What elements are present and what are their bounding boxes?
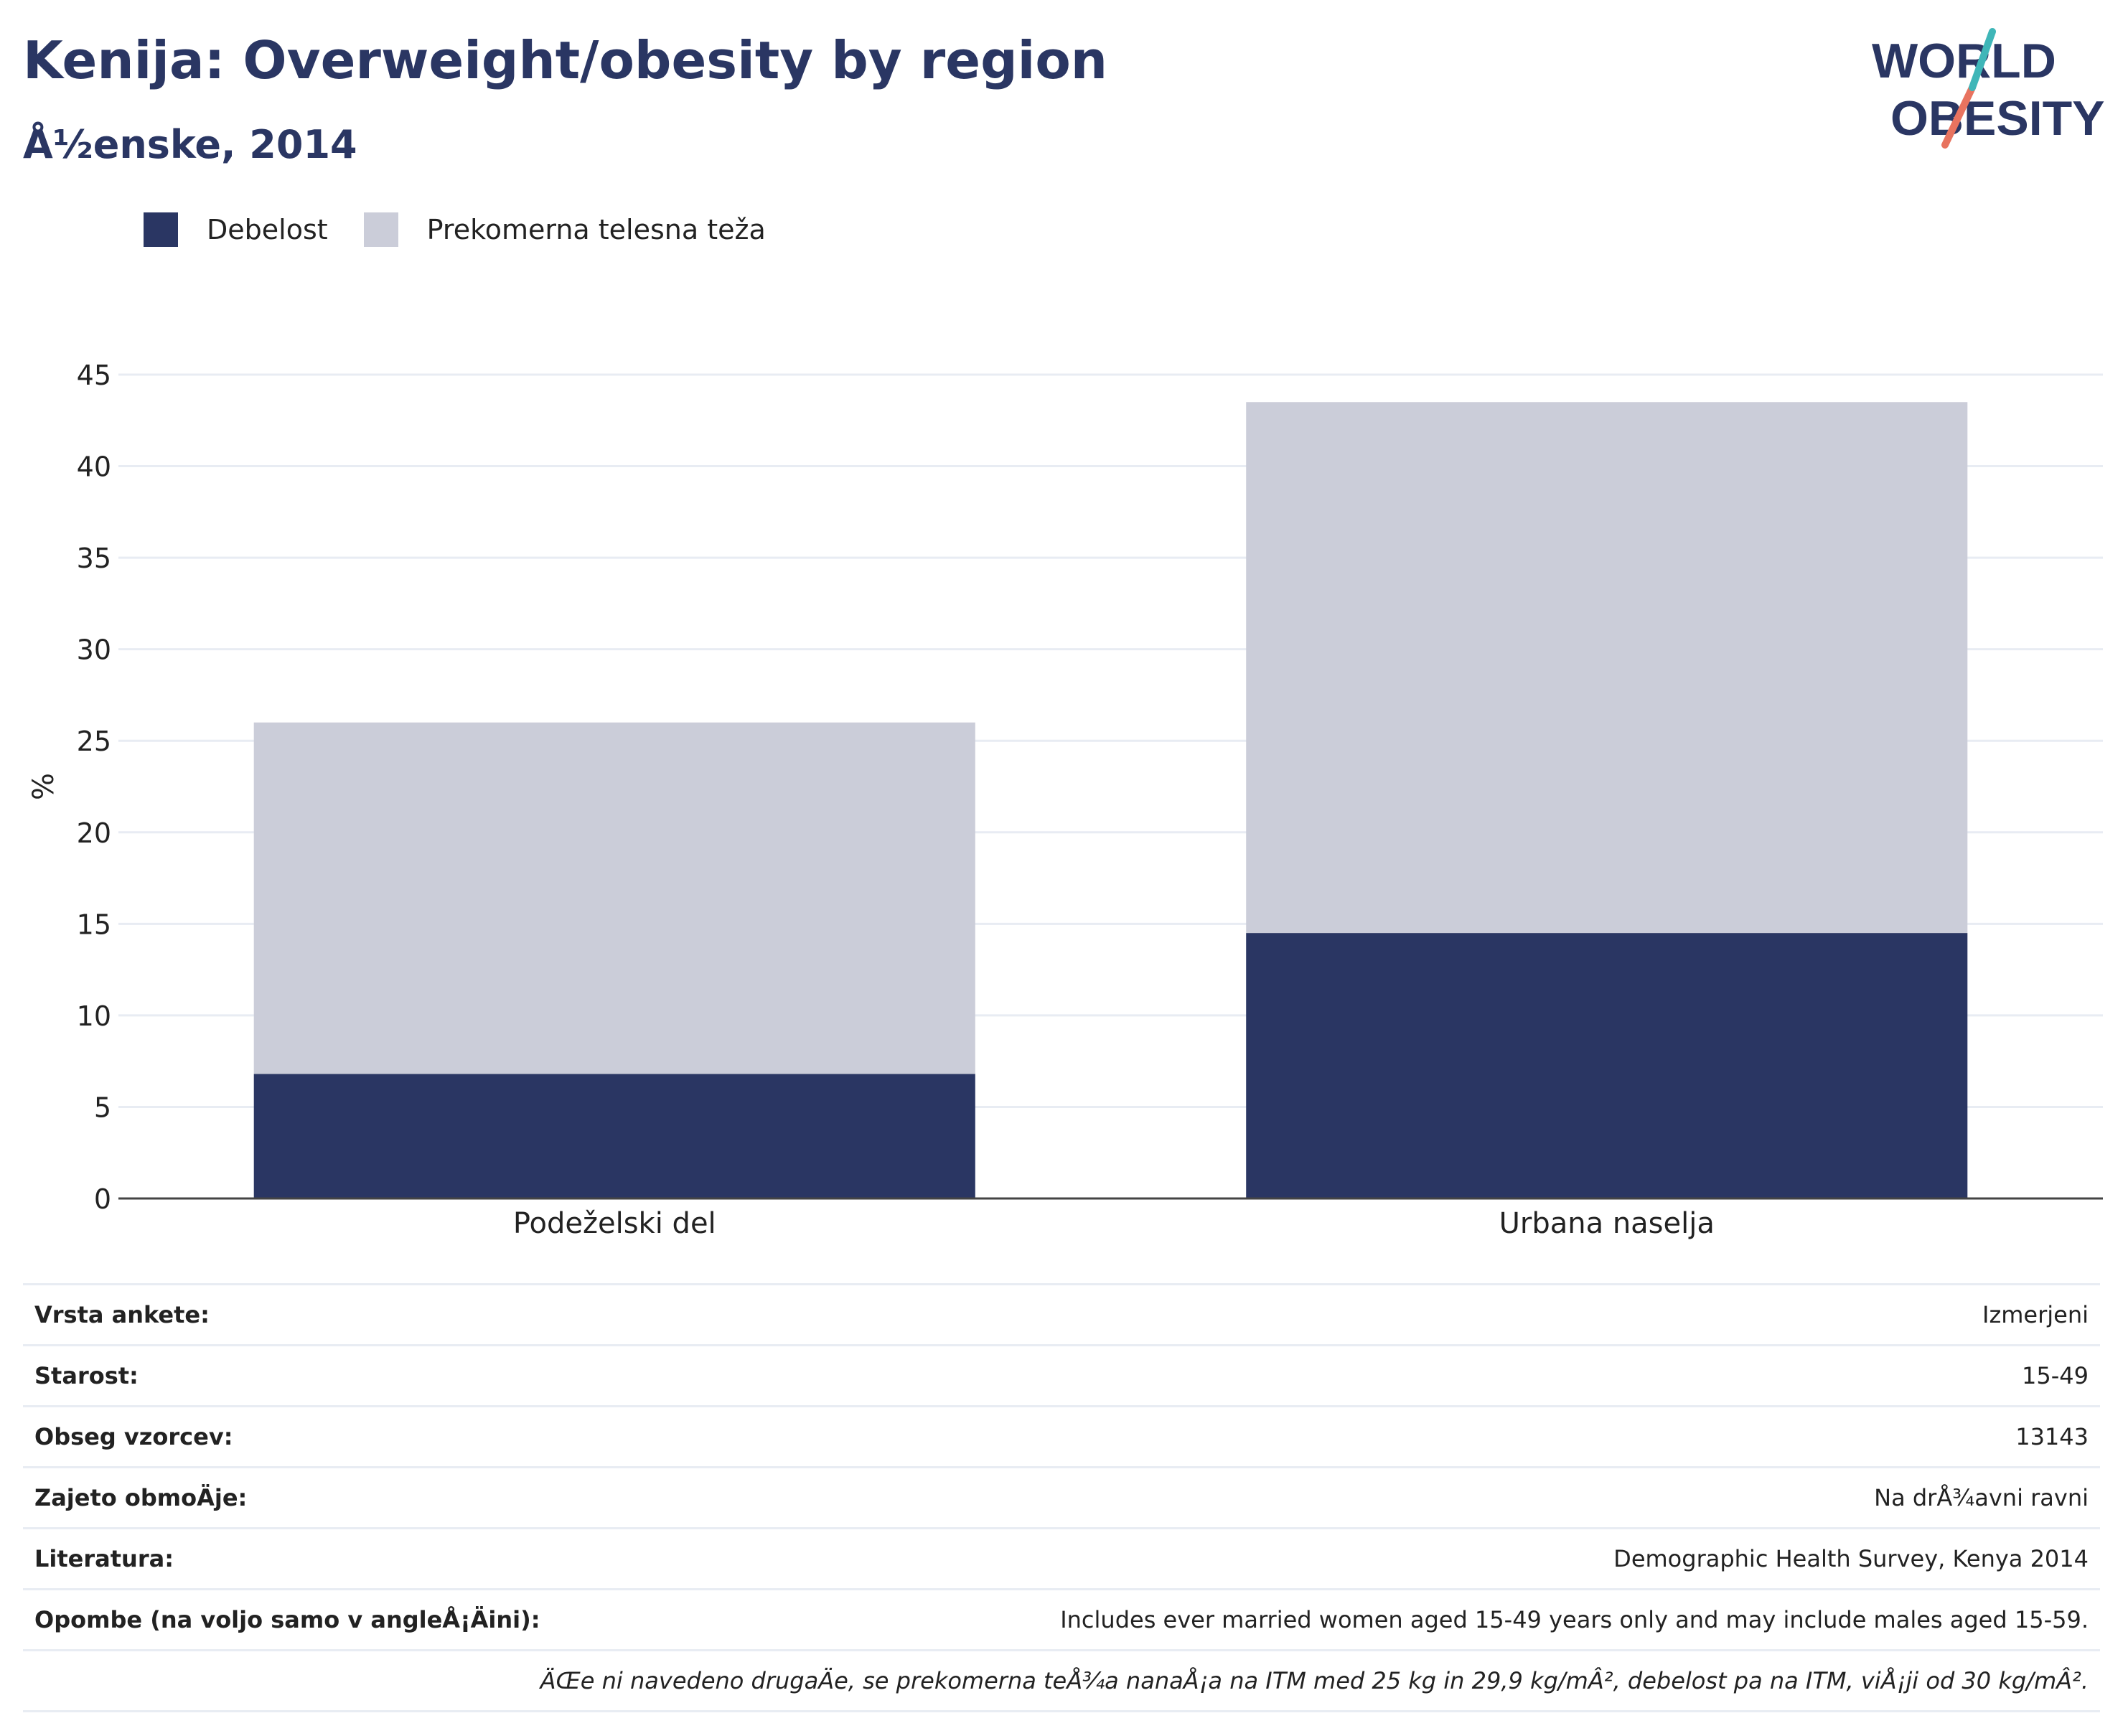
page-subtitle: Å½enske, 2014 bbox=[23, 122, 357, 167]
logo-line-2: OBESITY bbox=[1890, 91, 2105, 146]
info-value: Izmerjeni bbox=[1982, 1301, 2089, 1328]
info-value: Demographic Health Survey, Kenya 2014 bbox=[1613, 1545, 2089, 1572]
info-value: Na drÅ¾avni ravni bbox=[1874, 1484, 2089, 1511]
y-tick-label: 20 bbox=[77, 817, 111, 849]
bar-obesity-1 bbox=[1246, 933, 1968, 1198]
bar-overweight-1 bbox=[1246, 402, 1968, 934]
info-row-survey-type: Vrsta ankete: Izmerjeni bbox=[23, 1283, 2100, 1344]
bar-obesity-0 bbox=[253, 1074, 975, 1198]
info-label: Starost: bbox=[34, 1362, 139, 1389]
info-label: Obseg vzorcev: bbox=[34, 1423, 233, 1450]
info-label: Vrsta ankete: bbox=[34, 1301, 210, 1328]
info-value: 13143 bbox=[2015, 1423, 2089, 1450]
info-row-reference: Literatura: Demographic Health Survey, K… bbox=[23, 1527, 2100, 1588]
logo-slash-coral bbox=[1941, 84, 1976, 149]
info-value: Includes ever married women aged 15-49 y… bbox=[1060, 1606, 2089, 1633]
info-row-age: Starost: 15-49 bbox=[23, 1344, 2100, 1405]
y-tick-label: 35 bbox=[77, 543, 111, 574]
legend-item-overweight[interactable]: Prekomerna telesna teža bbox=[363, 212, 766, 247]
y-tick-label: 30 bbox=[77, 634, 111, 666]
legend-swatch-obesity bbox=[144, 212, 178, 247]
y-tick-label: 10 bbox=[77, 1000, 111, 1032]
legend-label-obesity: Debelost bbox=[207, 214, 328, 245]
footnote-text: ÄŒe ni navedeno drugaÄe, se prekomerna t… bbox=[540, 1667, 2089, 1694]
info-row-notes: Opombe (na voljo samo v angleÅ¡Äini): In… bbox=[23, 1588, 2100, 1649]
stacked-bar-chart: 0 5 10 15 20 25 30 35 40 45% Podeželski del Urbana … bbox=[27, 360, 2103, 1240]
x-tick-label: Podeželski del bbox=[513, 1207, 716, 1240]
legend-label-overweight: Prekomerna telesna teža bbox=[426, 214, 766, 245]
y-tick-label: 45 bbox=[77, 360, 111, 391]
info-value: 15-49 bbox=[2022, 1362, 2089, 1389]
y-axis-label: % bbox=[27, 773, 60, 800]
y-tick-label: 15 bbox=[77, 909, 111, 940]
y-tick-label: 40 bbox=[77, 451, 111, 483]
y-tick-label: 5 bbox=[94, 1092, 111, 1123]
bar-overweight-0 bbox=[253, 722, 975, 1074]
legend-swatch-overweight bbox=[363, 212, 398, 247]
legend-item-obesity[interactable]: Debelost bbox=[144, 212, 328, 247]
survey-info-table: Vrsta ankete: Izmerjeni Starost: 15-49 O… bbox=[23, 1283, 2100, 1712]
chart-legend: Debelost Prekomerna telesna teža bbox=[144, 212, 802, 247]
logo-slash-teal bbox=[1969, 28, 1996, 91]
info-label: Opombe (na voljo samo v angleÅ¡Äini): bbox=[34, 1606, 540, 1633]
info-label: Literatura: bbox=[34, 1545, 174, 1572]
info-label: Zajeto obmoÄje: bbox=[34, 1484, 248, 1511]
x-tick-label: Urbana naselja bbox=[1499, 1207, 1715, 1240]
y-tick-label: 0 bbox=[94, 1183, 111, 1215]
info-row-area-covered: Zajeto obmoÄje: Na drÅ¾avni ravni bbox=[23, 1466, 2100, 1527]
info-row-sample-size: Obseg vzorcev: 13143 bbox=[23, 1405, 2100, 1466]
logo-line-1: WORLD bbox=[1872, 34, 2056, 88]
world-obesity-logo[interactable]: WORLD OBESITY bbox=[1866, 22, 2110, 158]
page-title: Kenija: Overweight/obesity by region bbox=[23, 30, 1108, 90]
info-row-footnote: ÄŒe ni navedeno drugaÄe, se prekomerna t… bbox=[23, 1649, 2100, 1712]
y-tick-label: 25 bbox=[77, 726, 111, 757]
